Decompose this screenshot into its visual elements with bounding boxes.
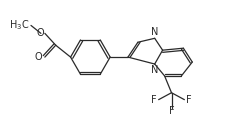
- Text: F: F: [151, 95, 157, 105]
- Text: N: N: [151, 65, 158, 75]
- Text: F: F: [186, 95, 192, 105]
- Text: F: F: [169, 106, 174, 116]
- Text: N: N: [151, 27, 158, 37]
- Text: O: O: [34, 52, 42, 62]
- Text: H$_3$C: H$_3$C: [9, 18, 29, 32]
- Text: O: O: [36, 28, 44, 38]
